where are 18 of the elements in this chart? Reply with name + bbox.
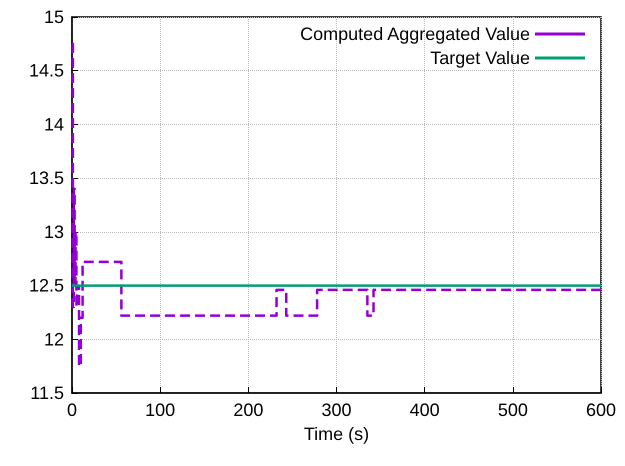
x-tick-label: 200 <box>233 400 264 420</box>
y-tick-label: 14 <box>44 114 64 134</box>
y-tick-label: 11.5 <box>30 383 64 403</box>
x-tick-label: 400 <box>410 400 440 420</box>
y-tick-label: 15 <box>44 7 64 27</box>
x-axis-title: Time (s) <box>304 424 370 444</box>
y-tick-label: 13.5 <box>28 168 64 188</box>
x-tick-label: 600 <box>586 400 616 420</box>
x-tick-label: 100 <box>145 400 176 420</box>
y-tick-label: 13 <box>44 222 64 242</box>
x-tick-label: 500 <box>498 400 528 420</box>
y-tick-label: 12 <box>44 329 64 350</box>
x-tick-label: 0 <box>66 400 78 420</box>
x-tick-label: 300 <box>321 400 352 420</box>
y-tick-label: 14.5 <box>28 60 64 81</box>
y-tick-label: 12.5 <box>28 276 64 296</box>
legend-label: Computed Aggregated Value <box>300 24 530 44</box>
legend-label: Target Value <box>430 48 530 68</box>
